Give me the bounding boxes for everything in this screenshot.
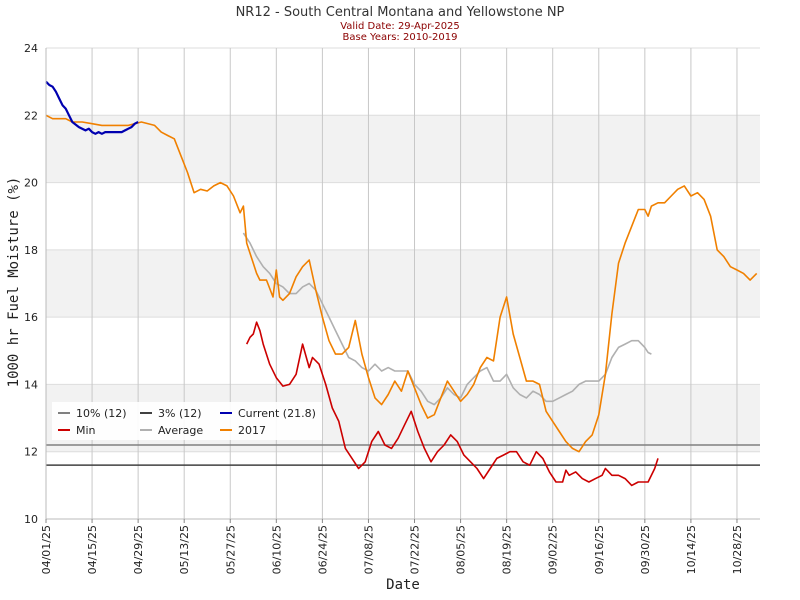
y-tick-label: 18 xyxy=(24,244,38,257)
band-22-24 xyxy=(46,48,760,116)
x-tick-label: 07/22/25 xyxy=(409,525,422,574)
x-tick-label: 04/01/25 xyxy=(40,525,53,574)
y-tick-label: 16 xyxy=(24,311,38,324)
x-axis-label: Date xyxy=(386,577,420,593)
y-axis-ticks: 10 12 14 16 18 20 22 24 xyxy=(24,42,38,526)
x-tick-label: 09/16/25 xyxy=(593,525,606,574)
background-bands xyxy=(46,48,760,519)
y-tick-label: 24 xyxy=(24,42,38,55)
x-tick-label: 04/15/25 xyxy=(86,525,99,574)
x-tick-label: 10/14/25 xyxy=(685,525,698,574)
band-16-18 xyxy=(46,249,760,318)
series-line-2017 xyxy=(45,114,758,453)
x-tick-label: 09/02/25 xyxy=(547,525,560,574)
gridlines xyxy=(45,47,760,520)
y-tick-label: 12 xyxy=(24,446,38,459)
y-tick-label: 20 xyxy=(24,177,38,190)
band-14-16 xyxy=(46,317,760,385)
legend-label: Current (21.8) xyxy=(238,407,316,420)
x-tick-label: 08/05/25 xyxy=(455,525,468,574)
x-tick-label: 04/29/25 xyxy=(132,525,145,574)
x-tick-label: 05/13/25 xyxy=(178,525,191,574)
legend-label: Min xyxy=(76,424,96,437)
y-tick-label: 14 xyxy=(24,378,38,391)
series-line-average xyxy=(242,232,652,406)
chart-title: NR12 - South Central Montana and Yellows… xyxy=(236,5,565,20)
x-axis-ticks: 04/01/25 04/15/25 04/29/25 05/13/25 05/27/25… xyxy=(40,519,744,574)
x-tick-label: 10/28/25 xyxy=(731,525,744,574)
chart-subtitle-base-years: Base Years: 2010-2019 xyxy=(343,32,458,43)
legend: 10% (12) 3% (12) Current (21.8) Min Average 2… xyxy=(52,402,322,440)
x-tick-label: 05/27/25 xyxy=(224,525,237,574)
plot-frame xyxy=(45,48,760,520)
legend-label: 2017 xyxy=(238,424,266,437)
series-lines xyxy=(45,80,758,487)
legend-label: 10% (12) xyxy=(76,407,127,420)
legend-label: 3% (12) xyxy=(158,407,202,420)
x-tick-label: 06/10/25 xyxy=(270,525,283,574)
y-tick-label: 22 xyxy=(24,109,38,122)
y-axis-label: 1000 hr Fuel Moisture (%) xyxy=(6,177,22,388)
band-20-22 xyxy=(46,115,760,183)
x-tick-label: 09/30/25 xyxy=(639,525,652,574)
x-tick-label: 08/19/25 xyxy=(501,525,514,574)
y-tick-label: 10 xyxy=(24,513,38,526)
x-tick-label: 06/24/25 xyxy=(316,525,329,574)
series-line-current xyxy=(45,80,139,135)
legend-label: Average xyxy=(158,424,203,437)
series-line-min xyxy=(245,321,659,487)
percentile-lines xyxy=(46,444,760,466)
chart-subtitle-valid-date: Valid Date: 29-Apr-2025 xyxy=(340,21,460,32)
legend-box xyxy=(52,402,322,440)
x-tick-label: 07/08/25 xyxy=(362,525,375,574)
band-10-12 xyxy=(46,451,760,519)
band-18-20 xyxy=(46,182,760,250)
